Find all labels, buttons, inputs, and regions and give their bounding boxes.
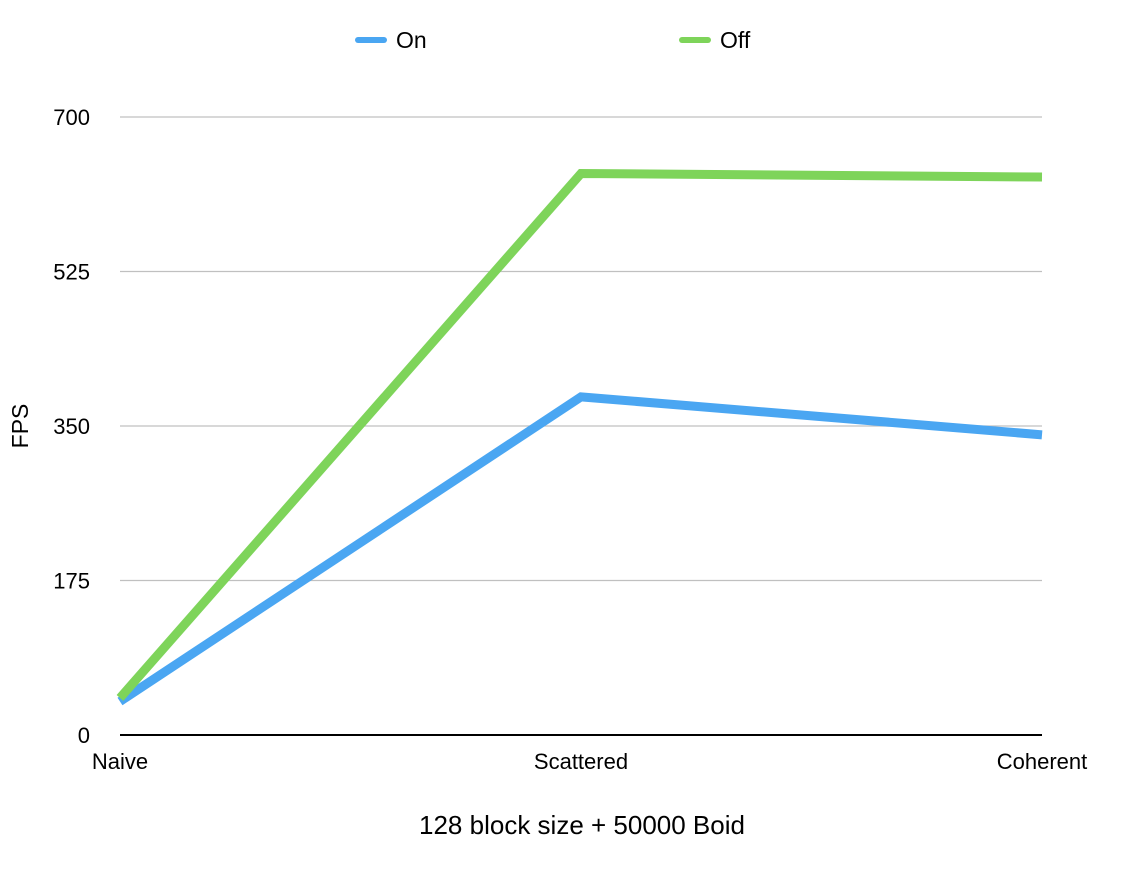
y-tick-label: 350 <box>53 414 90 439</box>
x-axis-ticks: Naive Scattered Coherent <box>92 749 1087 774</box>
y-axis-ticks: 0 175 350 525 700 <box>53 105 90 748</box>
x-tick-label: Naive <box>92 749 148 774</box>
series-line-on <box>117 392 1043 706</box>
legend-label-off: Off <box>720 27 751 53</box>
x-tick-label: Coherent <box>997 749 1088 774</box>
y-tick-label: 525 <box>53 260 90 285</box>
gridlines <box>120 116 1042 736</box>
y-axis-label: FPS <box>7 404 33 449</box>
y-tick-label: 700 <box>53 105 90 130</box>
legend: On Off <box>355 27 751 53</box>
y-tick-label: 175 <box>53 569 90 594</box>
series-lines <box>116 168 1043 706</box>
y-tick-label: 0 <box>78 723 90 748</box>
x-tick-label: Scattered <box>534 749 628 774</box>
series-line-off <box>116 168 1043 701</box>
legend-label-on: On <box>396 27 427 53</box>
x-axis-label: 128 block size + 50000 Boid <box>419 810 745 840</box>
